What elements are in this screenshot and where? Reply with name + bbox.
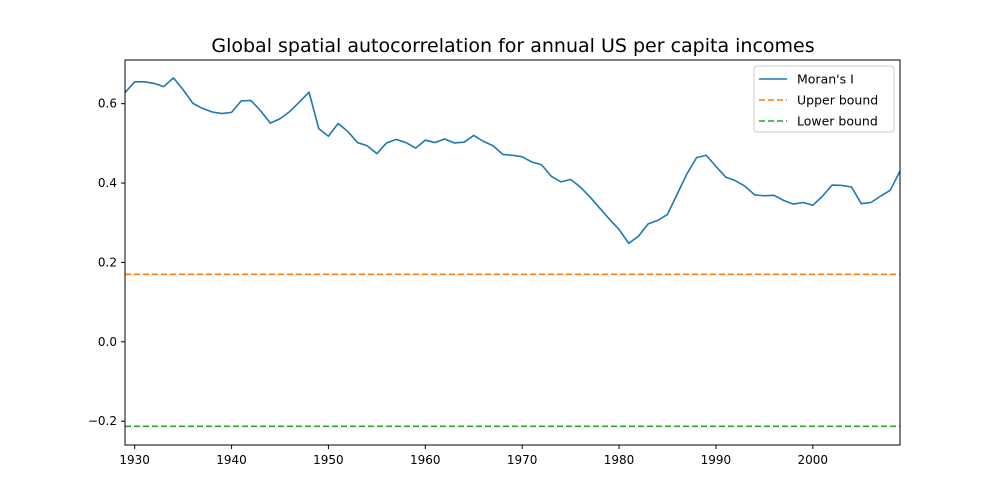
x-tick-label: 1970 [507,453,538,467]
x-tick-label: 1950 [313,453,344,467]
legend-label-moran-s-i: Moran's I [797,72,854,87]
legend: Moran's I Upper bound Lower bound [753,65,895,133]
x-tick-label: 2000 [798,453,829,467]
x-tick-label: 1940 [216,453,247,467]
axes-frame [124,59,901,446]
x-axis: 1930 1940 1950 1960 1970 1980 1990 2000 [119,445,828,467]
y-tick-label: 0.4 [98,176,117,190]
legend-label-upper-bound: Upper bound [797,93,878,108]
chart-title: Global spatial autocorrelation for annua… [211,35,814,57]
x-tick-label: 1980 [604,453,635,467]
x-tick-label: 1990 [701,453,732,467]
legend-box [753,65,895,133]
y-tick-label: 0.0 [98,335,117,349]
legend-label-lower-bound: Lower bound [797,114,878,129]
y-tick-label: 0.6 [98,97,117,111]
y-axis: −0.2 0.0 0.2 0.4 0.6 [88,97,125,428]
x-tick-label: 1930 [119,453,150,467]
series-line-moran-s-i [125,77,900,245]
y-tick-label: 0.2 [98,255,117,269]
plot-area [125,77,900,428]
y-tick-label: −0.2 [88,414,117,428]
x-tick-label: 1960 [410,453,441,467]
